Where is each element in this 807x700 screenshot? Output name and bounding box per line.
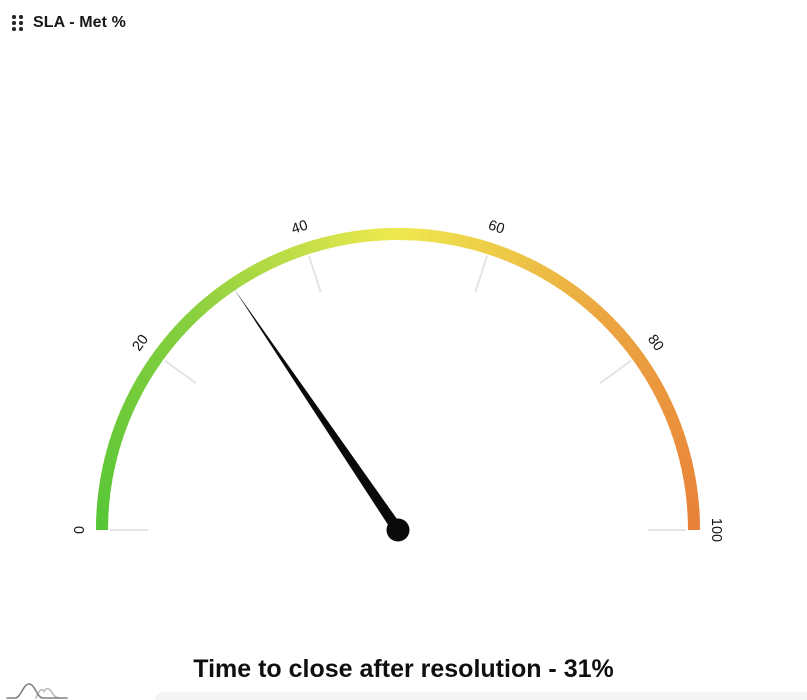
gauge-tick-label: 20 [130,332,152,354]
distribution-sketch-icon [6,683,68,699]
next-panel-edge [155,692,807,700]
gauge-tick-label: 0 [72,526,88,534]
gauge-tick-label: 80 [644,332,666,354]
gauge-tick-label: 100 [708,518,724,542]
gauge-tick-label: 40 [290,217,310,237]
gauge-needle-hub [386,518,410,542]
widget-header: SLA - Met % [12,14,126,32]
widget-title: SLA - Met % [33,14,126,31]
gauge-caption: Time to close after resolution - 31% [193,655,614,683]
gauge-needle [233,288,403,534]
gauge-tick-label: 60 [486,217,506,237]
drag-handle-icon[interactable] [12,15,23,31]
